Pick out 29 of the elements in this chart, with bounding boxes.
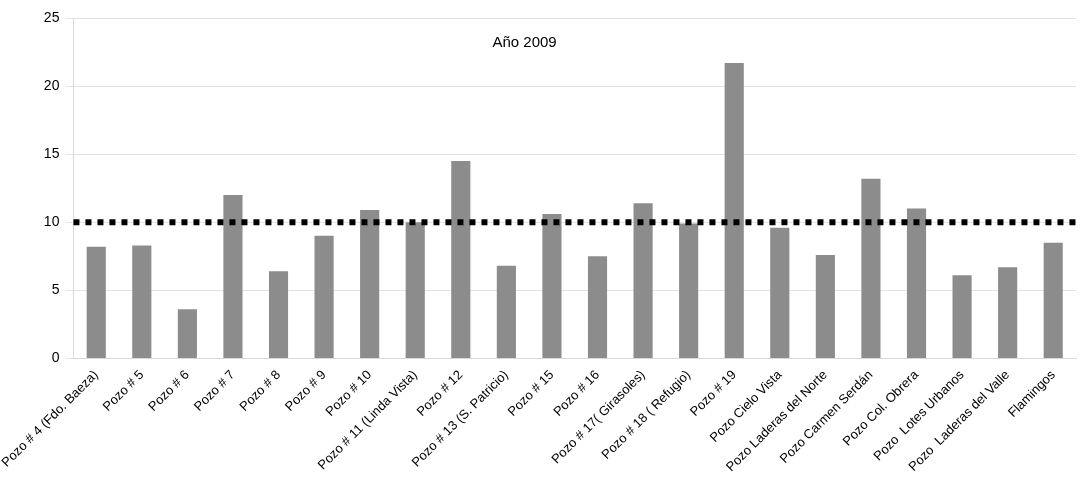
bar: [679, 223, 699, 358]
bar: [952, 275, 972, 358]
bar: [587, 256, 608, 358]
bar: [998, 267, 1018, 358]
bar: [268, 271, 289, 358]
bar: [223, 195, 243, 358]
bar: [86, 246, 106, 358]
bar: [815, 254, 835, 358]
bar: [906, 208, 927, 358]
y-tick-label: 15: [43, 145, 60, 162]
bar: [724, 62, 744, 358]
bar: [1043, 242, 1063, 358]
bar: [314, 235, 334, 358]
text: Año 2009: [492, 33, 557, 51]
bar: [633, 203, 653, 358]
y-tick-label: 10: [43, 213, 60, 230]
y-tick-label: 25: [43, 8, 60, 25]
bar: [770, 227, 790, 358]
bar: [496, 265, 516, 358]
y-tick-label: 0: [51, 349, 60, 366]
bar: [405, 222, 425, 358]
y-tick-label: 20: [43, 76, 60, 93]
bar: [360, 209, 380, 358]
y-tick-label: 5: [51, 281, 60, 298]
bar: [132, 245, 152, 358]
bar: [177, 309, 197, 358]
bar: [542, 214, 562, 358]
bar: [451, 160, 471, 358]
bar: [861, 178, 881, 358]
